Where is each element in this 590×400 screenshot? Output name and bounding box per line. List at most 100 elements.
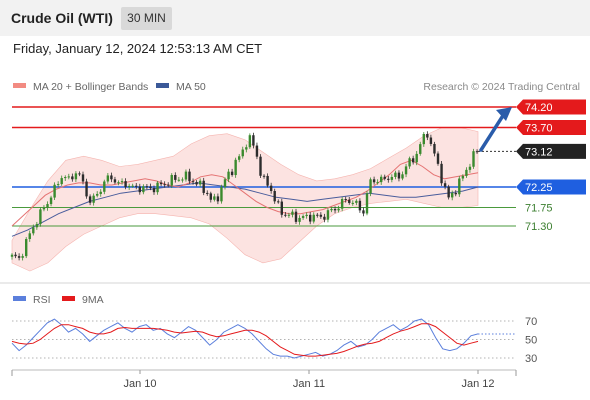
candle (294, 208, 298, 224)
legend-label-1: MA 50 (176, 81, 206, 93)
candle (461, 174, 465, 182)
candle (177, 176, 181, 182)
candle (280, 198, 283, 218)
rsi-ma-line (11, 323, 479, 357)
candle (404, 163, 408, 178)
rsi-tick-label-0: 70 (525, 316, 537, 328)
candle (142, 184, 145, 195)
candle (333, 206, 337, 214)
level-label-3: 72.25 (525, 182, 553, 194)
candle (419, 141, 422, 156)
candle (266, 173, 269, 188)
chart-datetime: Friday, January 12, 2024 12:53:13 AM CET (13, 41, 263, 56)
candle (135, 182, 138, 190)
rsi-legend-swatch-0 (13, 296, 26, 301)
candle (330, 206, 333, 213)
candle (124, 178, 127, 190)
candle (422, 132, 425, 147)
candle (74, 171, 78, 183)
candle (248, 133, 252, 149)
candle (323, 213, 326, 223)
level-tag-2 (516, 143, 586, 159)
candle (188, 168, 191, 184)
candle (156, 180, 159, 195)
candle (149, 183, 152, 191)
level-tag-1 (516, 120, 586, 136)
candle (145, 183, 149, 190)
candle (39, 207, 42, 227)
candle (390, 174, 394, 183)
candle (106, 172, 110, 184)
timeframe-badge[interactable]: 30 MIN (121, 7, 172, 30)
x-tick-label-2: Jan 12 (461, 378, 494, 390)
rsi-tick-label-1: 50 (525, 335, 537, 347)
candle (319, 212, 323, 219)
level-label-1: 73.70 (525, 123, 553, 135)
candle (301, 214, 305, 220)
candle (380, 174, 383, 185)
candle (227, 168, 230, 183)
candle (14, 252, 17, 259)
candle (401, 171, 404, 181)
candle (238, 154, 241, 163)
level-label-0: 74.20 (525, 102, 553, 114)
candle (10, 253, 14, 260)
candle (433, 141, 436, 157)
candle (184, 169, 188, 182)
candle (355, 199, 358, 206)
candle (383, 174, 386, 181)
candle (110, 172, 113, 183)
candle (25, 237, 28, 259)
candle (103, 179, 106, 195)
candle (159, 180, 163, 187)
candle (475, 149, 479, 154)
candle (255, 142, 259, 160)
candle (394, 170, 397, 180)
candle (167, 182, 170, 188)
candle (85, 178, 88, 199)
candle (49, 195, 53, 207)
candle (429, 134, 433, 147)
candle (152, 185, 156, 195)
candle (174, 172, 177, 183)
candle (181, 177, 184, 183)
candle (252, 132, 255, 149)
candle (88, 194, 92, 206)
candle (117, 180, 120, 186)
candle (372, 176, 376, 185)
candle (454, 190, 457, 197)
candle (472, 148, 475, 169)
candle (223, 177, 227, 190)
candle (195, 180, 198, 187)
candle (344, 196, 347, 203)
candle (99, 189, 102, 197)
candle (191, 178, 195, 185)
candle (358, 198, 362, 213)
candle (326, 207, 330, 223)
level-label-2: 73.12 (525, 146, 553, 158)
legend-swatch-1 (156, 83, 169, 88)
candle (426, 131, 429, 141)
x-tick-label-0: Jan 10 (123, 378, 156, 390)
candle (131, 183, 134, 188)
candle (369, 177, 372, 197)
candle (220, 184, 223, 204)
candle (120, 178, 124, 185)
candle (96, 191, 99, 198)
legend-swatch-0 (13, 83, 26, 88)
level-tag-3 (516, 179, 586, 195)
candle (436, 151, 440, 166)
chart-header: Crude Oil (WTI) 30 MIN (0, 0, 590, 36)
candle (365, 190, 369, 216)
candle (397, 170, 401, 182)
candle (42, 205, 46, 212)
candle (56, 181, 60, 188)
candle (458, 175, 461, 197)
level-label-4: 71.75 (525, 203, 553, 215)
candle (468, 163, 472, 173)
candle (234, 157, 237, 178)
candle (298, 215, 301, 225)
candle (53, 182, 56, 201)
candle (376, 179, 379, 185)
